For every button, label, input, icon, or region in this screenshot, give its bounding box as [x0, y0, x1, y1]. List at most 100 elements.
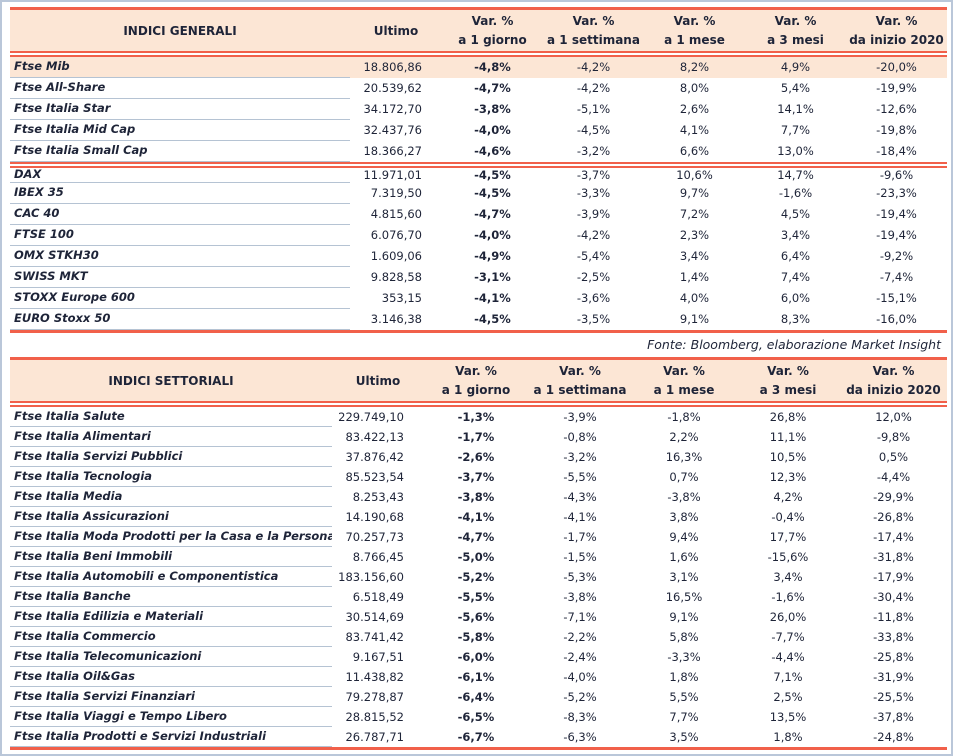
col-header-var-ytd: Var. % da inizio 2020: [840, 360, 947, 408]
indici-settoriali-table: INDICI SETTORIALI Ultimo Var. % a 1 giorn…: [10, 357, 947, 751]
ultimo-value: 83.741,42: [345, 629, 404, 644]
sector-indices-group: Ftse Italia Salute 229.749,10 -1,3% -3,9…: [10, 407, 947, 748]
var-1w-value: -5,2%: [563, 689, 597, 704]
ultimo-value: 229.749,10: [338, 409, 404, 424]
ultimo-value: 20.539,62: [363, 80, 422, 95]
var-1w-value: -6,3%: [563, 729, 597, 744]
var-3m-value: 6,4%: [780, 248, 811, 263]
var-ytd-value: -7,4%: [879, 269, 914, 284]
var-ytd-value: -31,8%: [873, 549, 914, 564]
var-3m-value: 26,0%: [769, 609, 807, 624]
table-row: Ftse Italia Banche 6.518,49 -5,5% -3,8% …: [10, 587, 947, 608]
var-ytd-value: -25,5%: [873, 689, 914, 704]
var-1w-value: -0,8%: [563, 429, 597, 444]
var-ytd-value: -11,8%: [873, 609, 914, 624]
var-1m-value: 9,7%: [679, 185, 710, 200]
col-header-var-3m: Var. % a 3 mesi: [736, 360, 840, 408]
index-name: STOXX Europe 600: [10, 288, 350, 310]
var-1d-value: -5,2%: [457, 569, 495, 584]
var-1d-value: -4,9%: [474, 248, 511, 263]
var-1w-value: -3,6%: [576, 290, 611, 305]
index-name: Ftse Italia Tecnologia: [10, 467, 332, 488]
var-3m-value: 11,1%: [769, 429, 807, 444]
var-3m-value: 1,8%: [773, 729, 803, 744]
ultimo-value: 9.828,58: [370, 269, 422, 284]
index-name: Ftse Italia Salute: [10, 407, 332, 428]
ultimo-value: 30.514,69: [345, 609, 404, 624]
var-1m-value: 8,2%: [644, 57, 745, 79]
var-1d-value: -4,1%: [457, 509, 495, 524]
var-1d-value: -4,1%: [474, 290, 511, 305]
index-name: Ftse Italia Star: [10, 99, 350, 121]
ultimo-value: 85.523,54: [345, 469, 404, 484]
var-1m-value: 9,1%: [669, 609, 699, 624]
var-1d-value: -4,5%: [474, 311, 511, 326]
var-1d-value: -4,7%: [457, 529, 495, 544]
index-name: Ftse Italia Servizi Pubblici: [10, 447, 332, 468]
ultimo-value: 18.806,86: [350, 57, 442, 79]
var-3m-value: 5,4%: [780, 80, 811, 95]
table-row: Ftse Italia Star 34.172,70 -3,8% -5,1% 2…: [10, 99, 947, 121]
var-ytd-value: -17,4%: [873, 529, 914, 544]
table-row: Ftse Italia Prodotti e Servizi Industria…: [10, 727, 947, 748]
var-1w-value: -4,2%: [576, 227, 611, 242]
var-1m-value: 16,3%: [665, 449, 703, 464]
table-row: Ftse Italia Servizi Pubblici 37.876,42 -…: [10, 447, 947, 468]
index-name: Ftse Italia Oil&Gas: [10, 667, 332, 688]
index-name: Ftse Italia Commercio: [10, 627, 332, 648]
ultimo-value: 79.278,87: [345, 689, 404, 704]
var-1m-value: 2,6%: [679, 101, 710, 116]
var-1w-value: -4,2%: [576, 80, 611, 95]
var-1w-value: -4,5%: [576, 122, 611, 137]
var-1m-value: 8,0%: [679, 80, 710, 95]
ultimo-value: 26.787,71: [345, 729, 404, 744]
var-3m-value: 10,5%: [769, 449, 807, 464]
index-name: SWISS MKT: [10, 267, 350, 289]
var-1m-value: 4,0%: [679, 290, 710, 305]
var-1d-value: -3,1%: [474, 269, 511, 284]
var-3m-value: 6,0%: [780, 290, 811, 305]
index-name: Ftse Italia Edilizia e Materiali: [10, 607, 332, 628]
table-row: Ftse Italia Viaggi e Tempo Libero 28.815…: [10, 707, 947, 728]
index-name: Ftse Italia Telecomunicazioni: [10, 647, 332, 668]
var-ytd-value: -25,8%: [873, 649, 914, 664]
var-1d-value: -1,7%: [457, 429, 495, 444]
ultimo-value: 6.518,49: [352, 589, 404, 604]
ultimo-value: 8.253,43: [352, 489, 404, 504]
var-1m-value: 1,8%: [669, 669, 699, 684]
table-row: Ftse Italia Oil&Gas 11.438,82 -6,1% -4,0…: [10, 667, 947, 688]
var-1w-value: -4,3%: [563, 489, 597, 504]
var-1w-value: -3,9%: [576, 206, 611, 221]
var-1w-value: -3,3%: [576, 185, 611, 200]
table-row: Ftse Italia Moda Prodotti per la Casa e …: [10, 527, 947, 548]
var-1d-value: -4,0%: [474, 122, 511, 137]
var-3m-value: 7,1%: [773, 669, 803, 684]
var-1m-value: -1,8%: [667, 409, 701, 424]
var-ytd-value: -17,9%: [873, 569, 914, 584]
var-ytd-value: -26,8%: [873, 509, 914, 524]
var-1m-value: 2,3%: [679, 227, 710, 242]
ultimo-value: 9.167,51: [352, 649, 404, 664]
var-1m-value: 10,6%: [644, 162, 745, 183]
index-name: CAC 40: [10, 204, 350, 226]
var-1m-value: 0,7%: [669, 469, 699, 484]
var-1w-value: -5,1%: [576, 101, 611, 116]
var-1d-value: -4,7%: [474, 80, 511, 95]
var-1d-value: -3,7%: [457, 469, 495, 484]
table-row: IBEX 35 7.319,50 -4,5% -3,3% 9,7% -1,6% …: [10, 183, 947, 205]
var-1w-value: -3,8%: [563, 589, 597, 604]
index-name: FTSE 100: [10, 225, 350, 247]
index-name: Ftse Italia Prodotti e Servizi Industria…: [10, 727, 332, 748]
table-row: Ftse Italia Commercio 83.741,42 -5,8% -2…: [10, 627, 947, 648]
var-ytd-value: -9,2%: [879, 248, 914, 263]
source-note: Fonte: Bloomberg, elaborazione Market In…: [10, 750, 943, 754]
var-3m-value: 2,5%: [773, 689, 803, 704]
table-row: Ftse Mib 18.806,86 -4,8% -4,2% 8,2% 4,9%…: [10, 57, 947, 79]
ultimo-value: 11.438,82: [345, 669, 404, 684]
var-1d-value: -6,7%: [457, 729, 495, 744]
index-name: Ftse Italia Automobili e Componentistica: [10, 567, 332, 588]
index-name: Ftse Italia Servizi Finanziari: [10, 687, 332, 708]
var-1d-value: -5,5%: [457, 589, 495, 604]
var-1m-value: 5,5%: [669, 689, 699, 704]
